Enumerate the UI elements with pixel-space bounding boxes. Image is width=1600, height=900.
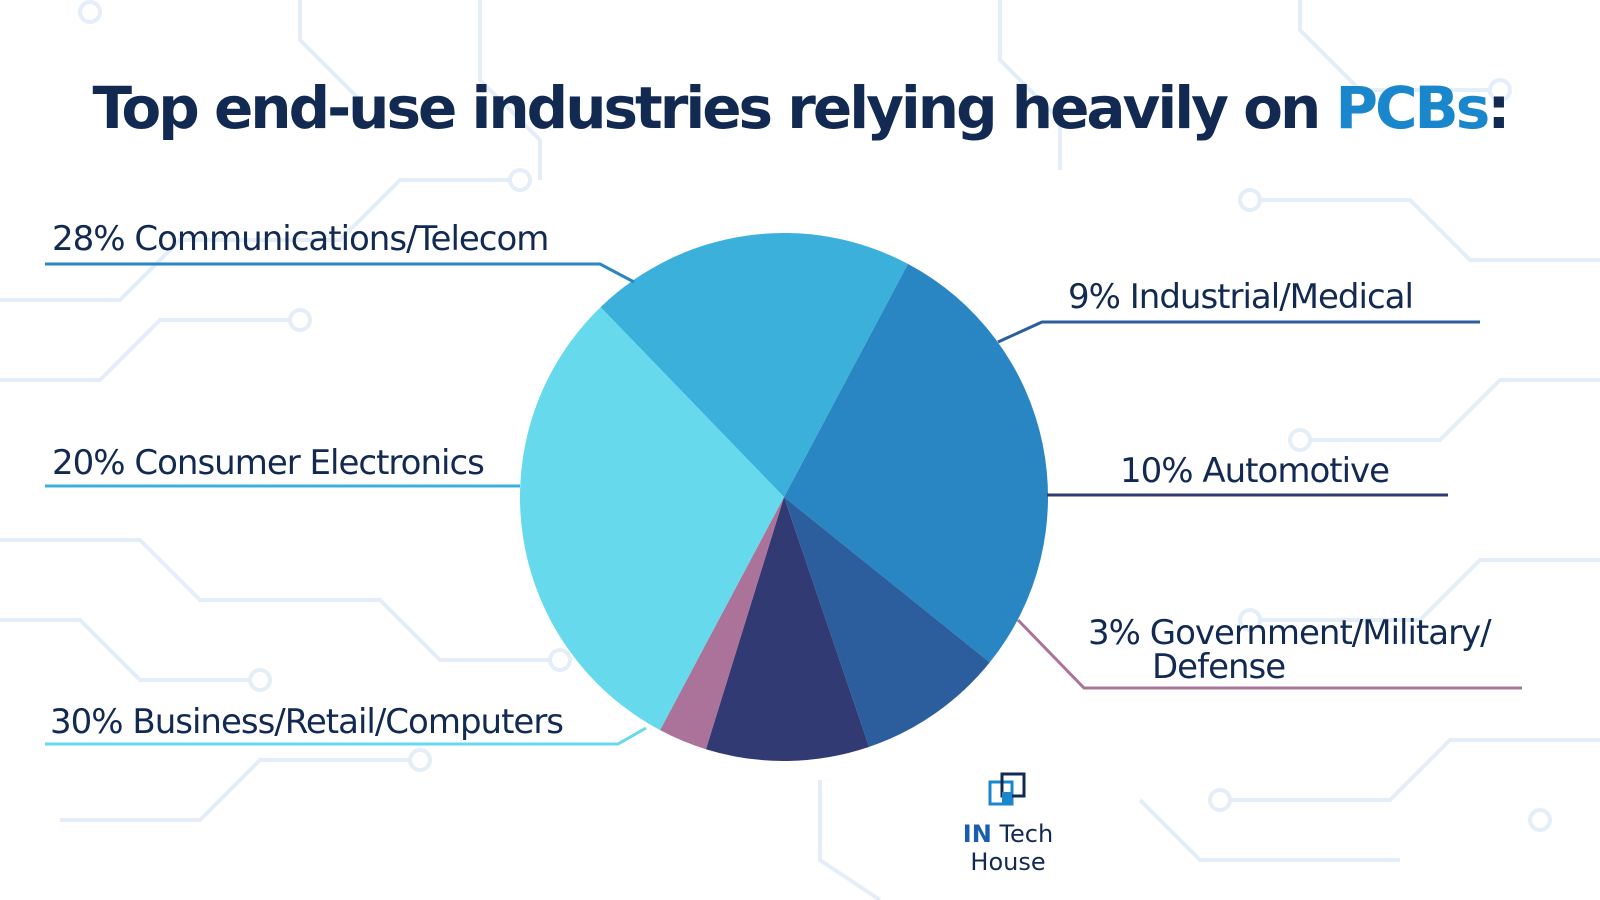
pie-slice-communications-telecom — [784, 263, 1049, 663]
label-communications-telecom: 28% Communications/Telecom — [52, 219, 549, 259]
pie-slice-industrial-medical — [784, 497, 990, 747]
leader-business-retail-computers — [45, 726, 647, 746]
page-title: Top end-use industries relying heavily o… — [0, 74, 1600, 142]
label-business-retail-computers: 30% Business/Retail/Computers — [50, 702, 564, 742]
title-accent: PCBs — [1335, 74, 1490, 142]
leader-industrial-medical — [997, 320, 1480, 344]
pie-slice-automotive — [705, 497, 870, 762]
label-government-line2: Defense — [1152, 647, 1286, 687]
title-main: Top end-use industries relying heavily o… — [92, 74, 1336, 142]
pie-slice-business-retail-computers — [519, 307, 784, 731]
title-suffix: : — [1487, 74, 1510, 142]
logo-mark-icon — [988, 772, 1026, 806]
label-government-military-defense: 3% Government/Military/ Defense — [1088, 613, 1492, 687]
label-consumer-electronics: 20% Consumer Electronics — [52, 443, 485, 483]
label-government-line1: 3% Government/Military/ — [1088, 613, 1492, 653]
brand-logo: IN Tech House — [928, 770, 1088, 876]
logo-text-bold: IN — [962, 820, 992, 848]
logo-text-rest: Tech House — [970, 820, 1054, 876]
leader-communications-telecom — [45, 262, 635, 284]
pie-slice-government-military-defense — [660, 497, 784, 750]
pie-slice-consumer-electronics — [600, 232, 908, 497]
label-automotive: 10% Automotive — [1120, 451, 1390, 491]
label-industrial-medical: 9% Industrial/Medical — [1068, 277, 1414, 317]
logo-text: IN Tech House — [928, 820, 1088, 876]
leader-government-military-defense — [1016, 618, 1522, 690]
